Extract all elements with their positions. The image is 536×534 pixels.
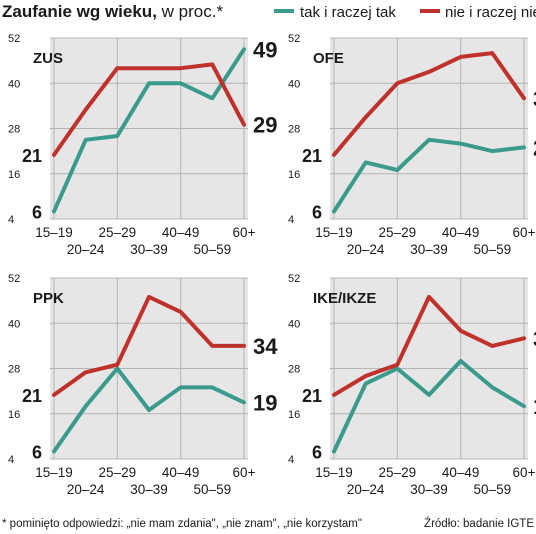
panel-title: ZUS <box>33 50 63 67</box>
y-tick-label: 16 <box>288 169 300 181</box>
x-tick-label: 25–29 <box>99 465 137 480</box>
y-tick-label: 4 <box>288 454 294 466</box>
start-value-label-no: 21 <box>22 146 42 166</box>
x-tick-label: 40–49 <box>442 225 480 240</box>
x-tick-label: 20–24 <box>67 482 105 497</box>
y-tick-label: 16 <box>288 409 300 421</box>
y-tick-label: 28 <box>288 124 300 136</box>
y-tick-label: 52 <box>288 273 300 285</box>
series-line-yes <box>332 137 526 214</box>
x-tick-label: 60+ <box>513 225 536 240</box>
x-tick-label: 40–49 <box>162 225 200 240</box>
x-tick-label: 30–39 <box>130 242 168 257</box>
y-tick-label: 40 <box>8 78 20 90</box>
panel-title: IKE/IKZE <box>313 290 376 307</box>
panel-ppk: 41628405215–1920–2425–2930–3940–4950–596… <box>8 273 278 497</box>
y-tick-label: 28 <box>8 124 20 136</box>
series-line-no <box>332 51 526 157</box>
x-tick-label: 50–59 <box>194 242 232 257</box>
x-tick-label: 20–24 <box>347 242 385 257</box>
x-tick-label: 50–59 <box>474 242 512 257</box>
y-tick-label: 52 <box>288 33 300 45</box>
x-tick-label: 25–29 <box>379 465 417 480</box>
panel-title: PPK <box>33 290 64 307</box>
series-line-no <box>332 294 526 397</box>
x-tick-label: 60+ <box>513 465 536 480</box>
x-tick-label: 25–29 <box>99 225 137 240</box>
legend-label-no: nie i raczej nie <box>445 4 536 21</box>
source-note: Źródło: badanie IGTE <box>424 517 534 530</box>
start-value-label-yes: 6 <box>32 202 42 222</box>
x-tick-label: 15–19 <box>35 465 73 480</box>
panel-ike-ikze: 41628405215–1920–2425–2930–3940–4950–596… <box>288 273 536 497</box>
x-tick-label: 15–19 <box>315 225 353 240</box>
x-tick-label: 40–49 <box>442 465 480 480</box>
start-value-label-yes: 6 <box>312 202 322 222</box>
x-tick-label: 20–24 <box>347 482 385 497</box>
legend-label-yes: tak i raczej tak <box>300 4 396 21</box>
end-value-label-yes: 19 <box>253 390 277 415</box>
series-line-no <box>52 294 246 397</box>
series-line-yes <box>52 366 246 454</box>
y-tick-label: 40 <box>8 318 20 330</box>
x-tick-label: 30–39 <box>410 242 448 257</box>
x-tick-label: 15–19 <box>35 225 73 240</box>
y-tick-label: 28 <box>8 364 20 376</box>
x-tick-label: 20–24 <box>67 242 105 257</box>
x-tick-label: 60+ <box>233 225 256 240</box>
y-tick-label: 40 <box>288 318 300 330</box>
y-tick-label: 4 <box>8 214 14 226</box>
start-value-label-no: 21 <box>22 386 42 406</box>
y-tick-label: 52 <box>8 33 20 45</box>
series-line-no <box>52 62 246 157</box>
y-tick-label: 4 <box>8 454 14 466</box>
start-value-label-no: 21 <box>302 386 322 406</box>
y-tick-label: 52 <box>8 273 20 285</box>
chart-title: Zaufanie wg wieku, w proc.* <box>2 2 223 21</box>
x-tick-label: 40–49 <box>162 465 200 480</box>
start-value-label-yes: 6 <box>32 442 42 462</box>
y-tick-label: 16 <box>8 409 20 421</box>
end-value-label-yes: 49 <box>253 37 277 62</box>
y-tick-label: 16 <box>8 169 20 181</box>
end-value-label-no: 34 <box>253 334 278 359</box>
y-tick-label: 28 <box>288 364 300 376</box>
chart-title-bold: Zaufanie wg wieku, <box>2 2 157 21</box>
footnote: * pominięto odpowiedzi: „nie mam zdania"… <box>2 518 362 530</box>
start-value-label-yes: 6 <box>312 442 322 462</box>
y-tick-label: 40 <box>288 78 300 90</box>
legend: tak i raczej tak nie i raczej nie <box>274 4 536 21</box>
x-tick-label: 30–39 <box>130 482 168 497</box>
end-value-label-yes: 23 <box>533 135 536 160</box>
end-value-label-no: 36 <box>533 86 536 111</box>
chart-title-unit: w proc.* <box>157 2 224 21</box>
x-tick-label: 50–59 <box>474 482 512 497</box>
start-value-label-no: 21 <box>302 146 322 166</box>
panel-zus: 41628405215–1920–2425–2930–3940–4950–596… <box>8 33 277 257</box>
end-value-label-no: 29 <box>253 113 277 138</box>
series-line-yes <box>52 47 246 214</box>
x-tick-label: 60+ <box>233 465 256 480</box>
x-tick-label: 50–59 <box>194 482 232 497</box>
panel-title: OFE <box>313 50 344 67</box>
panels: 41628405215–1920–2425–2930–3940–4950–596… <box>8 33 536 497</box>
y-tick-label: 4 <box>288 214 294 226</box>
x-tick-label: 25–29 <box>379 225 417 240</box>
x-tick-label: 15–19 <box>315 465 353 480</box>
x-tick-label: 30–39 <box>410 482 448 497</box>
end-value-label-yes: 18 <box>533 394 536 419</box>
end-value-label-no: 36 <box>533 326 536 351</box>
series-line-yes <box>332 359 526 454</box>
panel-ofe: 41628405215–1920–2425–2930–3940–4950–596… <box>288 33 536 257</box>
